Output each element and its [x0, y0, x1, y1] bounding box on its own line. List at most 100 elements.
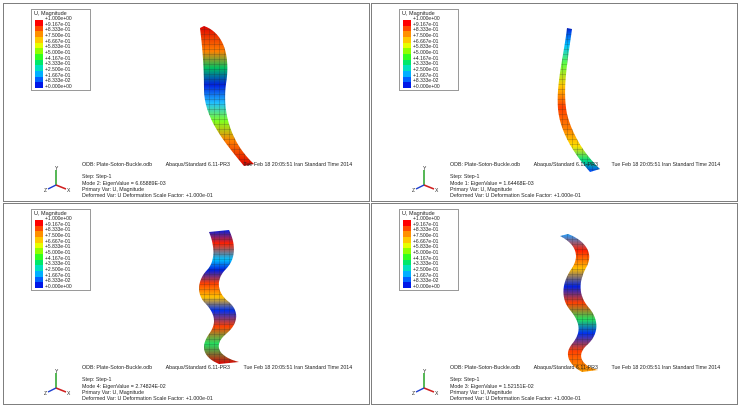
mode-eigenvalue: Mode 1: EigenValue = 1.64468E-03 [450, 180, 534, 187]
deformed-plate-shape [557, 28, 600, 172]
timestamp: Tue Feb 18 20:05:51 Iran Standard Time 2… [243, 162, 353, 168]
solver-version: Abaqus/Standard 6.11-PR3 [165, 365, 230, 371]
axis-triad-icon: Y X Z [412, 166, 439, 194]
odb-name: ODB: Plate-Soton-Buckle.odb [450, 365, 521, 371]
legend-value-label: +8.333e-01 [45, 227, 71, 234]
legend-color-swatch [35, 25, 43, 32]
legend-value-label: +2.500e-01 [45, 66, 71, 73]
step-label: Step: Step-1 [450, 377, 480, 384]
legend-value-label: +7.500e-01 [45, 232, 71, 239]
legend-title: U, Magnitude [402, 11, 435, 17]
axis-triad-icon: Y X Z [44, 369, 71, 397]
legend-value-label: +1.000e+00 [413, 216, 440, 222]
mode-eigenvalue: Mode 3: EigenValue = 1.52151E-02 [450, 383, 534, 390]
legend-color-swatch [35, 20, 43, 26]
legend-value-label: +5.833e-01 [413, 244, 439, 251]
viewport-info-text: ODB: Plate-Soton-Buckle.odb Abaqus/Stand… [450, 365, 720, 402]
legend-value-label: +9.167e-01 [45, 21, 71, 28]
timestamp: Tue Feb 18 20:05:51 Iran Standard Time 2… [611, 365, 721, 371]
legend-color-swatch [403, 59, 411, 66]
legend-box: U, Magnitude +1.000e+00 +9.167e-01 +8.333e… [399, 9, 459, 91]
legend-color-swatch [35, 259, 43, 266]
legend-color-swatch [35, 31, 43, 37]
viewport-mode-2[interactable]: U, Magnitude +1.000e+00 +9.167e-01 +8.333e… [3, 3, 370, 202]
legend-value-label: +8.333e-02 [45, 278, 71, 285]
deformed-plate-shape [560, 234, 598, 372]
legend-title: U, Magnitude [34, 11, 67, 17]
viewport-info-text: ODB: Plate-Soton-Buckle.odb Abaqus/Stand… [450, 162, 720, 199]
legend-color-swatch [35, 270, 43, 277]
legend-color-swatch [35, 225, 43, 232]
step-label: Step: Step-1 [82, 174, 112, 181]
solver-version: Abaqus/Standard 6.11-PR3 [165, 162, 230, 168]
legend-value-label: +9.167e-01 [45, 221, 71, 228]
legend-color-swatch [35, 248, 43, 254]
legend-box: U, Magnitude +1.000e+00 +9.167e-01 +8.333e… [31, 209, 91, 291]
legend-color-swatch [403, 76, 411, 83]
legend-labels: +1.000e+00 +9.167e-01 +8.333e-01 +7.500e-01… [413, 216, 459, 291]
deformed-plate-shape [200, 26, 254, 166]
primary-var: Primary Var: U, Magnitude [450, 186, 513, 193]
axis-z-label: Z [412, 188, 415, 194]
legend-value-label: +5.000e-01 [45, 249, 71, 256]
legend-color-bar [403, 220, 411, 288]
axis-y-label: Y [423, 166, 427, 172]
legend-color-swatch [35, 76, 43, 83]
legend-color-swatch [403, 48, 411, 54]
axis-x-label: X [435, 391, 439, 397]
mode-eigenvalue: Mode 4: EigenValue = 2.74824E-02 [82, 383, 166, 390]
legend-value-label: +2.500e-01 [45, 266, 71, 273]
axis-x-label: X [67, 188, 71, 194]
legend-color-bar [35, 220, 43, 288]
legend-value-label: +5.000e-01 [413, 49, 439, 56]
odb-name: ODB: Plate-Soton-Buckle.odb [82, 365, 153, 371]
legend-color-swatch [35, 53, 43, 60]
legend-color-swatch [403, 82, 411, 88]
legend-color-swatch [403, 259, 411, 266]
legend-value-label: +4.167e-01 [413, 55, 439, 62]
viewport-mode-4[interactable]: U, Magnitude +1.000e+00 +9.167e-01 +8.333e… [3, 203, 370, 405]
legend-value-label: +7.500e-01 [45, 32, 71, 39]
legend-value-label: +5.000e-01 [413, 249, 439, 256]
deformed-plate-shape [199, 230, 239, 364]
legend-color-swatch [403, 220, 411, 226]
legend-value-label: +0.000e+00 [413, 283, 440, 290]
viewport-mode-3[interactable]: U, Magnitude +1.000e+00 +9.167e-01 +8.333e… [371, 203, 738, 405]
legend-color-swatch [403, 236, 411, 243]
odb-name: ODB: Plate-Soton-Buckle.odb [450, 162, 521, 168]
legend-value-label: +3.333e-01 [45, 61, 71, 68]
viewport-info-text: ODB: Plate-Soton-Buckle.odb Abaqus/Stand… [82, 162, 352, 199]
legend-color-swatch [403, 42, 411, 49]
legend-value-label: +2.500e-01 [413, 66, 439, 73]
legend-value-label: +5.000e-01 [45, 49, 71, 56]
legend-color-swatch [35, 231, 43, 237]
legend-value-label: +8.333e-02 [413, 78, 439, 85]
legend-color-swatch [35, 236, 43, 243]
legend-labels: +1.000e+00 +9.167e-01 +8.333e-01 +7.500e-01… [413, 16, 459, 91]
legend-value-label: +1.667e-01 [413, 72, 439, 79]
legend-value-label: +3.333e-01 [413, 261, 439, 268]
legend-value-label: +8.333e-02 [45, 78, 71, 85]
axis-z-label: Z [44, 188, 47, 194]
legend-color-swatch [403, 70, 411, 77]
legend-color-swatch [403, 225, 411, 232]
legend-value-label: +0.000e+00 [45, 283, 72, 290]
viewport-mode-1[interactable]: U, Magnitude +1.000e+00 +9.167e-01 +8.333e… [371, 3, 738, 202]
legend-value-label: +1.000e+00 [45, 16, 72, 22]
axis-y-label: Y [55, 369, 59, 375]
legend-color-bar [35, 20, 43, 88]
legend-value-label: +3.333e-01 [413, 61, 439, 68]
primary-var: Primary Var: U, Magnitude [450, 389, 513, 396]
legend-value-label: +0.000e+00 [413, 83, 440, 90]
legend-color-swatch [403, 65, 411, 71]
legend-value-label: +8.333e-01 [45, 27, 71, 34]
legend-value-label: +1.667e-01 [413, 272, 439, 279]
legend-value-label: +0.000e+00 [45, 83, 72, 90]
legend-value-label: +8.333e-02 [413, 278, 439, 285]
legend-value-label: +7.500e-01 [413, 232, 439, 239]
legend-color-bar [403, 20, 411, 88]
legend-color-swatch [403, 31, 411, 37]
legend-value-label: +4.167e-01 [45, 55, 71, 62]
legend-value-label: +1.667e-01 [45, 72, 71, 79]
